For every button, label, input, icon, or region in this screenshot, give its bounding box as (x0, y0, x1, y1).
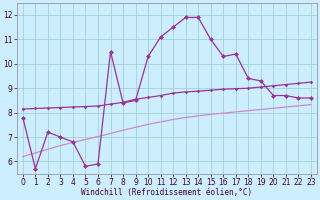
X-axis label: Windchill (Refroidissement éolien,°C): Windchill (Refroidissement éolien,°C) (81, 188, 252, 197)
